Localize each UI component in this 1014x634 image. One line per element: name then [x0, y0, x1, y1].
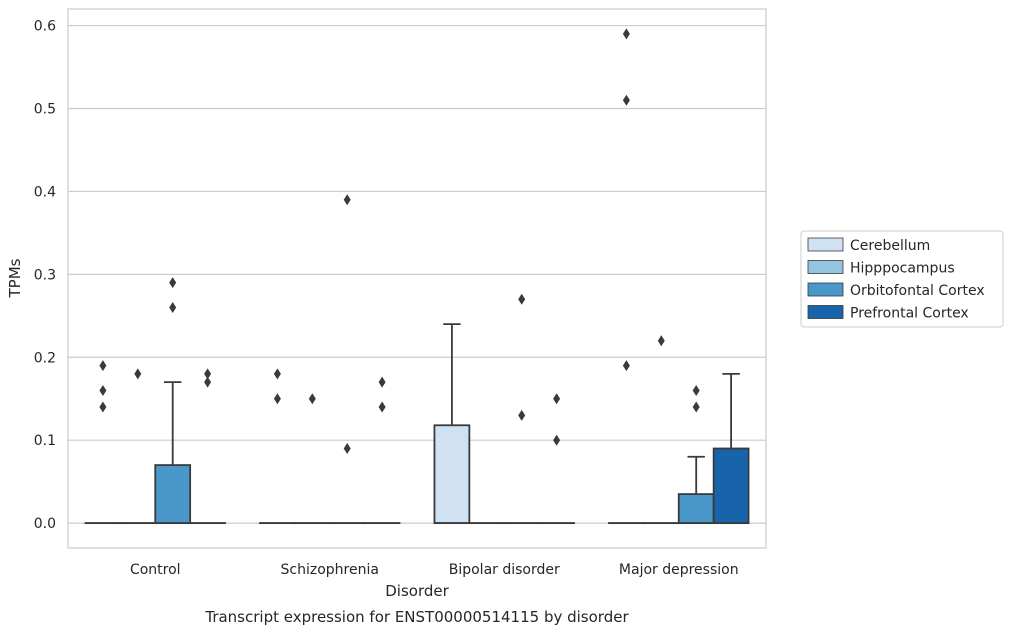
legend-swatch: [807, 305, 844, 319]
x-tick-label: Schizophrenia: [281, 562, 379, 578]
outlier-point: [657, 335, 665, 347]
x-axis-label: Disorder: [385, 582, 449, 600]
box: [712, 447, 750, 525]
y-tick-label: 0.1: [34, 433, 56, 449]
box-group: [293, 393, 331, 525]
outlier-point: [692, 401, 700, 413]
legend-label: Cerebellum: [850, 238, 930, 254]
outlier-point: [622, 28, 630, 40]
legend: Cerebellum Hipppocampus Orbitofontal Corte…: [800, 230, 1004, 328]
box-group: [259, 368, 296, 525]
legend-frame: [800, 230, 1004, 328]
outlier-point: [134, 368, 142, 380]
legend-swatch: [807, 282, 844, 297]
legend-label: Prefrontal Cortex: [850, 306, 969, 322]
outlier-point: [273, 393, 281, 405]
box-group: [84, 360, 122, 525]
outlier-point: [518, 409, 526, 421]
outlier-point: [343, 194, 351, 206]
box-group: [154, 277, 192, 525]
y-tick-label: 0.6: [34, 19, 56, 35]
outlier-point: [622, 360, 630, 372]
y-tick-label: 0.2: [34, 350, 56, 366]
outlier-point: [169, 302, 177, 314]
x-tick-label: Control: [130, 562, 181, 578]
figure-caption: Transcript expression for ENST0000051411…: [204, 608, 629, 626]
box-group: [363, 376, 401, 525]
y-tick-label: 0.3: [34, 267, 56, 283]
y-tick-label: 0.5: [34, 102, 56, 118]
box-group: [189, 368, 226, 525]
box: [433, 424, 471, 525]
box-group: [503, 293, 541, 525]
outlier-point: [518, 293, 526, 305]
box: [154, 464, 192, 525]
outlier-point: [99, 401, 107, 413]
legend-label: Hipppocampus: [850, 261, 955, 277]
x-tick-label: Bipolar disorder: [449, 562, 560, 578]
outlier-point: [99, 360, 107, 372]
box-group: [642, 335, 680, 525]
outlier-point: [378, 401, 386, 413]
outlier-point: [553, 434, 561, 446]
box-plot-marks: [84, 28, 750, 525]
plot-frame: [67, 8, 767, 549]
outlier-point: [378, 376, 386, 388]
outlier-point: [204, 376, 212, 388]
legend-item: Orbitofontal Cortex: [807, 282, 985, 299]
y-tick-label: 0.4: [34, 184, 56, 200]
legend-item: Hipppocampus: [807, 260, 955, 277]
legend-item: Cerebellum: [807, 237, 930, 254]
outlier-point: [273, 368, 281, 380]
x-tick-label: Major depression: [619, 562, 739, 578]
box-group: [712, 372, 750, 525]
grid-lines: [68, 24, 766, 524]
outlier-point: [308, 393, 316, 405]
box: [677, 493, 715, 525]
outlier-point: [553, 393, 561, 405]
outlier-point: [692, 384, 700, 396]
y-axis-ticks: 0.0 0.1 0.2 0.3 0.4 0.5 0.6: [34, 19, 56, 533]
box-group: [433, 323, 471, 525]
legend-label: Orbitofontal Cortex: [850, 283, 985, 299]
outlier-point: [622, 94, 630, 106]
outlier-point: [99, 384, 107, 396]
box-group: [608, 28, 645, 525]
y-tick-label: 0.0: [34, 516, 56, 532]
box-group: [538, 393, 575, 525]
x-axis-ticks: Control Schizophrenia Bipolar disorder Majo…: [130, 562, 739, 578]
box-group: [119, 368, 157, 525]
box-group: [677, 384, 715, 525]
legend-swatch: [807, 237, 844, 252]
outlier-point: [204, 368, 212, 380]
outlier-point: [169, 277, 177, 289]
outlier-point: [343, 442, 351, 454]
box-group: [328, 194, 366, 525]
legend-swatch: [807, 260, 844, 274]
y-axis-label: TPMs: [6, 258, 24, 298]
legend-item: Prefrontal Cortex: [807, 305, 969, 322]
